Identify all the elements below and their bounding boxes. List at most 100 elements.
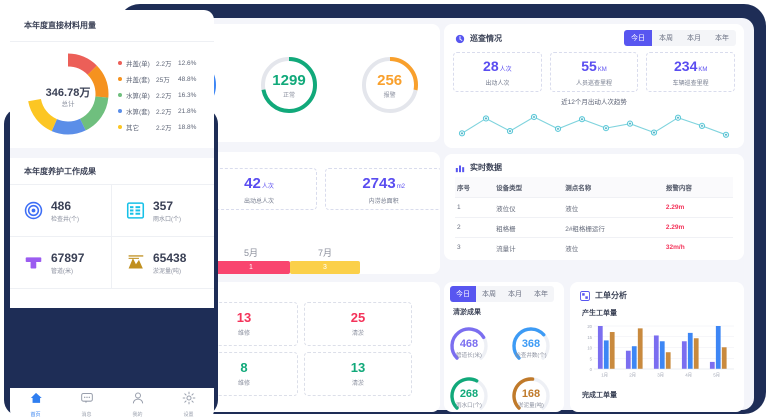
repair-label: 维修 — [237, 331, 250, 337]
ring-value: 256 — [377, 72, 403, 89]
legend-item-2: 水箅(单) 2.2万 16.3% — [118, 90, 196, 100]
svg-text:4月: 4月 — [685, 373, 692, 379]
desilting-tab-本月[interactable]: 本月 — [508, 291, 522, 298]
stat-label: 管道(米) — [51, 268, 73, 275]
table-col-header: 测点名称 — [563, 177, 664, 198]
ring-gauge-1: 1299 正常 — [258, 54, 320, 116]
desilting-gauge-grid: 468 管道长(米) 368 检查井数(个) 268 雨水口(个) 168 淤泥量(吨) — [444, 322, 564, 412]
legend-item-0: 井盖(单) 2.2万 12.6% — [118, 58, 196, 68]
realtime-title-row: 实时数据 — [455, 162, 502, 173]
gauge-label: 检查井数(个) — [515, 353, 547, 359]
repair-value: 13 — [350, 360, 366, 375]
patrol-tab-本年[interactable]: 本年 — [715, 35, 729, 42]
maintain-title: 本年度养护工作成果 — [24, 167, 96, 176]
desilting-tab-本周[interactable]: 本周 — [482, 291, 496, 298]
legend-dot — [118, 61, 122, 65]
legend-name: 井盖(单) — [126, 61, 150, 68]
repair-grid: 19维修13维修25清淤6维修8维修13清淤 — [138, 302, 440, 396]
desilting-tab-今日[interactable]: 今日 — [450, 286, 476, 302]
desilting-period-tabs[interactable]: 今日 本周 本月 本年 — [450, 286, 554, 302]
repair-label: 维修 — [237, 381, 250, 387]
patrol-tab-本周[interactable]: 本周 — [659, 35, 673, 42]
desilting-panel: 今日 本周 本月 本年 清淤成果 468 管道长(米) 368 检查井数(个) 268 雨水口(… — [444, 282, 564, 412]
ring-label: 正常 — [282, 93, 295, 99]
nav-label: 我的 — [132, 411, 143, 418]
gauge-value: 268 — [459, 388, 479, 400]
produced-orders-chart: 0 5 10 15 20 1月 2月 3月 4月 5月 — [580, 322, 736, 380]
trend-title: 近12个月出动人次趋势 — [561, 99, 627, 106]
legend-amount: 25万 — [156, 77, 170, 84]
dispatch-kpi-1: 42人次 出动总人次 — [200, 168, 318, 210]
work-order-sub1: 产生工单量 — [582, 310, 617, 317]
ring-value: 1299 — [272, 72, 306, 89]
legend-dot — [118, 109, 122, 113]
gauge-value: 168 — [521, 388, 541, 400]
nav-gear[interactable]: 设置 — [163, 391, 214, 418]
legend-item-1: 井盖(套) 25万 48.8% — [118, 74, 196, 84]
bar-chart-icon — [455, 165, 465, 172]
mobile-screen: 本年度直接材料用量 346.78万 总计 井盖(单) 2.2万 12.6% 井盖(套)… — [10, 10, 214, 308]
repair-label: 清淤 — [351, 331, 364, 337]
maintain-stat-1: 357 雨水口(个) — [112, 185, 214, 237]
desilting-tab-本年[interactable]: 本年 — [534, 291, 548, 298]
gauge-1: 368 检查井数(个) — [502, 322, 560, 368]
gauge-3: 168 淤泥量(吨) — [502, 372, 560, 412]
stat-value: 65438 — [153, 250, 187, 265]
nav-label: 消息 — [81, 411, 92, 418]
nav-home[interactable]: 首页 — [10, 391, 61, 418]
table-cell: 2.29m — [663, 197, 733, 218]
legend-amount: 2.2万 — [156, 109, 172, 116]
nav-message[interactable]: 消息 — [61, 391, 112, 418]
gear-icon — [182, 391, 195, 404]
gauge-value: 468 — [459, 338, 479, 350]
work-order-panel: 工单分析 产生工单量 0 5 10 15 20 1月 2月 3月 4月 5月 完成工单量 — [570, 282, 744, 412]
gauge-label: 雨水口(个) — [456, 403, 482, 409]
desilting-title: 清淤成果 — [453, 309, 481, 316]
repair-value: 25 — [350, 310, 366, 325]
legend-name: 水箅(套) — [126, 109, 150, 116]
table-col-header: 设备类型 — [494, 177, 564, 198]
month-label: 5月 — [243, 248, 258, 258]
table-cell: 液位 — [563, 197, 664, 218]
legend-pct: 48.8% — [178, 75, 197, 83]
repair-cell-5: 13 清淤 — [304, 352, 412, 396]
gauge-2: 268 雨水口(个) — [444, 372, 498, 412]
table-row: 2 粗格栅 2#粗格栅运行 2.29m — [455, 217, 733, 238]
kpi-value: 42 — [244, 175, 261, 192]
patrol-tab-今日[interactable]: 今日 — [624, 30, 652, 46]
table-header-row: 序号 设备类型 测点名称 报警内容 — [455, 177, 733, 198]
work-order-title-row: 工单分析 — [580, 290, 627, 301]
legend-name: 其它 — [126, 125, 139, 132]
svg-text:10: 10 — [587, 346, 592, 351]
month-rank: 3 — [290, 261, 360, 274]
nav-user[interactable]: 我的 — [112, 391, 163, 418]
patrol-period-tabs[interactable]: 今日 本周 本月 本年 — [624, 30, 736, 46]
month-bar-3: 7月 3 — [290, 246, 360, 274]
patrol-kpi-2: 234KM 车辆巡查里程 — [646, 52, 736, 92]
legend-name: 水箅(单) — [126, 93, 150, 100]
ring-gauge-2: 256 报警 — [359, 54, 421, 116]
legend-dot — [118, 125, 122, 129]
repair-label: 清淤 — [351, 381, 364, 387]
legend-pct: 16.3% — [178, 91, 197, 99]
ring-label: 报警 — [383, 93, 396, 99]
patrol-tab-本月[interactable]: 本月 — [687, 35, 701, 42]
repair-value: 8 — [240, 360, 248, 375]
kpi-label: 内涝总面积 — [368, 199, 399, 205]
stat-value: 357 — [153, 198, 174, 213]
message-icon — [80, 392, 93, 403]
material-donut-section: 346.78万 总计 井盖(单) 2.2万 12.6% 井盖(套) 25万 48.8% 水箅… — [10, 42, 214, 148]
table-body: 1 液位仪 液位 2.29m 2 粗格栅 2#粗格栅运行 2.29m 3 流量计 液位 32m/h — [455, 197, 733, 257]
mobile-bottom-nav[interactable]: 首页 消息 我的 设置 — [10, 388, 214, 420]
table-cell: 2 — [455, 217, 495, 238]
clock-icon — [455, 34, 465, 43]
grid-icon — [580, 290, 590, 301]
patrol-kpi-0: 28人次 出动人次 — [453, 52, 542, 92]
maintain-stat-2: 67897 管道(米) — [10, 237, 112, 289]
legend-amount: 2.2万 — [156, 61, 172, 68]
trend-line-chart — [454, 106, 734, 142]
table-col-header: 报警内容 — [663, 177, 733, 198]
kpi-value: 234 — [674, 58, 698, 74]
kpi-label: 车辆巡查里程 — [672, 81, 709, 87]
realtime-title: 实时数据 — [470, 163, 502, 172]
